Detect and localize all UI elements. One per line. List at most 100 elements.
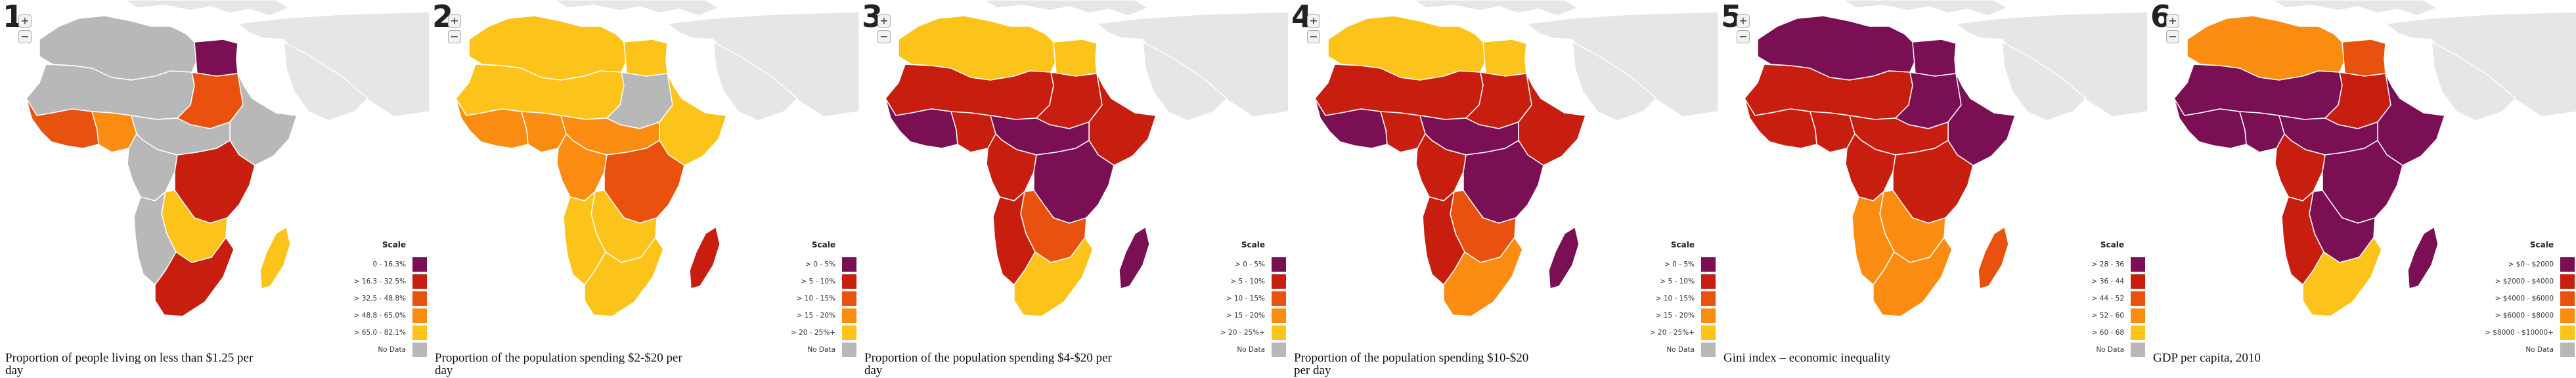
region-west-central[interactable]	[127, 133, 178, 201]
choropleth-map[interactable]	[430, 0, 859, 378]
zoom-in-button[interactable]: +	[448, 14, 461, 28]
legend-swatch	[2131, 274, 2145, 289]
legend-swatch	[2560, 343, 2575, 357]
choropleth-map[interactable]	[2148, 0, 2576, 378]
legend-label: > 52 - 60	[2091, 312, 2124, 320]
region-madagascar[interactable]	[259, 226, 291, 289]
zoom-in-button[interactable]: +	[2166, 14, 2179, 28]
legend-item: > $4000 - $6000	[2495, 291, 2575, 308]
region-egypt[interactable]	[1482, 39, 1527, 77]
legend-item: > 10 - 15%	[1210, 291, 1286, 308]
zoom-in-button[interactable]: +	[1737, 14, 1750, 28]
region-egypt[interactable]	[2342, 39, 2386, 77]
legend-label: > $6000 - $8000	[2495, 312, 2554, 320]
map-panel: 6 + − Scale > $0 - $2000 > $2000 - $4000 >…	[2148, 0, 2576, 378]
legend: Scale > 0 - 5% > 5 - 10% > 10 - 15% > 15 - …	[1210, 240, 1286, 360]
zoom-out-button[interactable]: −	[2166, 30, 2179, 43]
legend-label: > 10 - 15%	[1655, 295, 1695, 303]
legend-label: > $2000 - $4000	[2495, 278, 2554, 285]
legend-item: > $0 - $2000	[2499, 257, 2575, 274]
europe-landmass	[1413, 0, 1578, 16]
map-caption: Proportion of the population spending $4…	[864, 351, 1112, 377]
region-madagascar[interactable]	[689, 226, 721, 289]
europe-landmass	[124, 0, 290, 16]
region-southern-africa[interactable]	[584, 237, 664, 317]
legend-swatch	[1701, 274, 1716, 289]
region-west-central[interactable]	[1845, 133, 1896, 201]
zoom-out-button[interactable]: −	[18, 30, 32, 43]
legend-label: No Data	[378, 346, 406, 354]
legend-item: 0 - 16.3%	[351, 257, 427, 274]
arabia-landmass	[2001, 41, 2087, 121]
legend-item: No Data	[781, 343, 856, 360]
legend-item: No Data	[2070, 343, 2145, 360]
region-egypt[interactable]	[623, 39, 668, 77]
legend-label: > 36 - 44	[2091, 278, 2124, 285]
zoom-out-button[interactable]: −	[1307, 30, 1320, 43]
legend-item: > 15 - 20%	[781, 308, 856, 326]
region-egypt[interactable]	[1053, 39, 1098, 77]
legend-swatch	[2131, 291, 2145, 306]
legend-item: > $2000 - $4000	[2495, 274, 2575, 291]
legend-label: > 5 - 10%	[801, 278, 835, 285]
legend-item: > 44 - 52	[2070, 291, 2145, 308]
region-egypt[interactable]	[1912, 39, 1957, 77]
legend-swatch	[1272, 291, 1286, 306]
legend-label: > 15 - 20%	[1226, 312, 1265, 320]
legend-label: > 32.5 - 48.8%	[353, 295, 406, 303]
legend-label: No Data	[2525, 346, 2554, 354]
legend-label: > 0 - 5%	[805, 261, 835, 268]
region-west-central[interactable]	[986, 133, 1037, 201]
legend-label: > $8000 - $10000+	[2485, 329, 2554, 337]
legend-swatch	[2560, 257, 2575, 272]
choropleth-map[interactable]	[859, 0, 1289, 378]
zoom-in-button[interactable]: +	[18, 14, 32, 28]
legend-label: > $4000 - $6000	[2495, 295, 2554, 303]
legend: Scale > $0 - $2000 > $2000 - $4000 > $4000…	[2485, 240, 2575, 360]
region-southern-africa[interactable]	[2302, 237, 2382, 317]
legend-label: No Data	[1666, 346, 1695, 354]
legend-label: No Data	[807, 346, 835, 354]
legend-label: > 5 - 10%	[1660, 278, 1695, 285]
legend-swatch	[412, 257, 427, 272]
zoom-out-button[interactable]: −	[877, 30, 891, 43]
legend-swatch	[842, 326, 856, 340]
region-west-central[interactable]	[2275, 133, 2326, 201]
legend-label: > 5 - 10%	[1230, 278, 1265, 285]
region-southern-africa[interactable]	[154, 237, 234, 317]
legend-label: > 60 - 68	[2091, 329, 2124, 337]
map-caption: Proportion of the population spending $2…	[435, 351, 682, 377]
legend-label: > 0 - 5%	[1235, 261, 1265, 268]
region-madagascar[interactable]	[1119, 226, 1150, 289]
zoom-in-button[interactable]: +	[877, 14, 891, 28]
region-west-central[interactable]	[556, 133, 608, 201]
legend-item: No Data	[2499, 343, 2575, 360]
legend-label: > 44 - 52	[2091, 295, 2124, 303]
legend-swatch	[1272, 326, 1286, 340]
choropleth-map[interactable]	[1718, 0, 2148, 378]
legend-label: > 15 - 20%	[796, 312, 835, 320]
map-caption: Proportion of the population spending $1…	[1294, 351, 1529, 377]
region-egypt[interactable]	[194, 39, 238, 77]
legend-swatch	[2560, 308, 2575, 323]
zoom-controls: + −	[1737, 14, 1750, 46]
region-southern-africa[interactable]	[1013, 237, 1094, 317]
legend-swatch	[412, 326, 427, 340]
zoom-in-button[interactable]: +	[1307, 14, 1320, 28]
legend-swatch	[1701, 257, 1716, 272]
zoom-out-button[interactable]: −	[448, 30, 461, 43]
choropleth-map[interactable]	[0, 0, 430, 378]
region-madagascar[interactable]	[2407, 226, 2439, 289]
zoom-out-button[interactable]: −	[1737, 30, 1750, 43]
region-southern-africa[interactable]	[1873, 237, 1953, 317]
region-southern-africa[interactable]	[1443, 237, 1523, 317]
choropleth-map[interactable]	[1289, 0, 1718, 378]
legend-item: > 10 - 15%	[781, 291, 856, 308]
zoom-controls: + −	[18, 14, 32, 46]
region-west-central[interactable]	[1415, 133, 1467, 201]
legend-item: > 0 - 5%	[1640, 257, 1716, 274]
legend-item: > 32.5 - 48.8%	[351, 291, 427, 308]
region-madagascar[interactable]	[1978, 226, 2009, 289]
map-caption: GDP per capita, 2010	[2153, 351, 2261, 365]
region-madagascar[interactable]	[1548, 226, 1580, 289]
